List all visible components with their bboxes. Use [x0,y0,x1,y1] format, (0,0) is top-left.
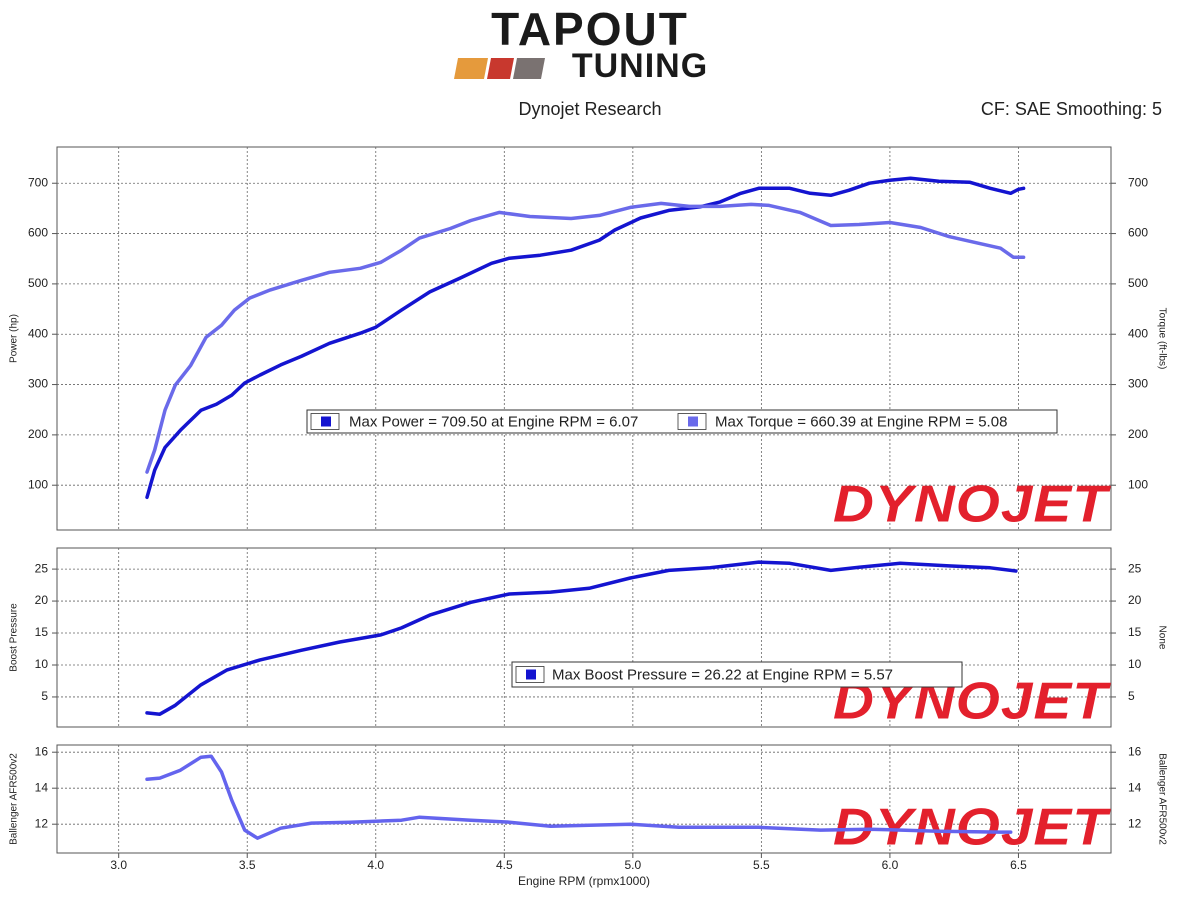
y2-tick-label: 100 [1128,477,1148,491]
y2-tick-label: 600 [1128,226,1148,240]
logo-block [513,58,545,79]
y-tick-label: 600 [28,226,48,240]
y2-tick-label: 300 [1128,377,1148,391]
y-tick-label: 12 [35,816,49,830]
series-line [145,201,1026,474]
y-tick-label: 25 [35,561,49,575]
report-title: Dynojet Research [518,99,661,119]
plot-frame [56,146,1112,531]
y2-tick-label: 400 [1128,326,1148,340]
y2-axis-label: None [1156,626,1167,650]
y2-axis-label: Torque (ft-lbs) [1156,308,1167,370]
x-axis-label: Engine RPM (rpmx1000) [518,874,650,888]
y2-tick-label: 200 [1128,427,1148,441]
y2-tick-label: 20 [1128,593,1142,607]
watermark: DYNOJET [833,476,1112,534]
y-tick-label: 20 [35,593,49,607]
y-tick-label: 100 [28,477,48,491]
y2-tick-label: 16 [1128,744,1142,758]
logo-bottom: TUNING [572,47,708,85]
y2-tick-label: 10 [1128,657,1142,671]
y2-tick-label: 500 [1128,276,1148,290]
x-tick-label: 4.5 [496,858,513,872]
report-settings: CF: SAE Smoothing: 5 [981,99,1162,119]
y-tick-label: 500 [28,276,48,290]
x-tick-label: 3.5 [239,858,256,872]
y2-tick-label: 15 [1128,625,1142,639]
y2-tick-label: 700 [1128,175,1148,189]
y-axis-label: Ballenger AFR500v2 [9,753,20,845]
legend-box [511,661,963,688]
legend-label: Max Boost Pressure = 26.22 at Engine RPM… [552,666,893,683]
plot-frame [56,547,1112,728]
series-line [145,176,1026,500]
legend-label: Max Torque = 660.39 at Engine RPM = 5.08 [715,413,1007,430]
logo: TAPOUT TUNING [454,3,708,85]
y-tick-label: 400 [28,326,48,340]
y-tick-label: 5 [41,689,48,703]
x-tick-label: 4.0 [367,858,384,872]
y-axis-label: Boost Pressure [9,603,20,672]
y-tick-label: 700 [28,175,48,189]
y2-tick-label: 5 [1128,689,1135,703]
legend-swatch [688,416,698,427]
x-tick-label: 6.5 [1010,858,1027,872]
y-tick-label: 10 [35,657,49,671]
x-tick-label: 3.0 [110,858,127,872]
y-tick-label: 15 [35,625,49,639]
x-tick-label: 5.0 [625,858,642,872]
y-tick-label: 200 [28,427,48,441]
y-tick-label: 14 [35,780,49,794]
series-line [145,560,1018,716]
y2-axis-label: Ballenger AFR500v2 [1156,753,1167,845]
logo-block [454,58,488,79]
y2-tick-label: 25 [1128,561,1142,575]
y2-tick-label: 12 [1128,816,1142,830]
legend-swatch [526,669,536,680]
y-tick-label: 300 [28,377,48,391]
y-axis-label: Power (hp) [9,314,20,363]
legend-swatch [321,416,331,427]
legend-label: Max Power = 709.50 at Engine RPM = 6.07 [349,413,638,430]
logo-top: TAPOUT [491,3,689,55]
x-tick-label: 6.0 [882,858,899,872]
logo-block [487,58,514,79]
y-tick-label: 16 [35,744,49,758]
series-line [145,754,1013,840]
y2-tick-label: 14 [1128,780,1142,794]
x-tick-label: 5.5 [753,858,770,872]
